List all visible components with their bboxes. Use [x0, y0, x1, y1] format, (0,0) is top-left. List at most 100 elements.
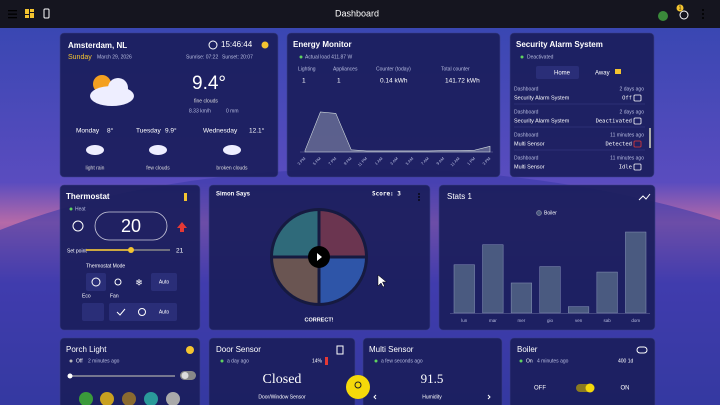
forecast-icon [223, 145, 241, 155]
city: Amsterdam, NL [68, 41, 127, 50]
event-time: 2 days ago [620, 109, 645, 115]
event-source: Dashboard [514, 155, 539, 161]
simon-board [270, 208, 368, 306]
pad-red[interactable] [319, 211, 365, 257]
energy-stats: Lighting 1 Appliances 1 Counter (today) 0.14 … [298, 66, 480, 84]
porch-card [59, 337, 201, 405]
pad-teal[interactable] [273, 211, 319, 257]
off-button[interactable] [86, 273, 106, 291]
check-icon [116, 308, 126, 316]
cycle-icon [138, 308, 146, 316]
wind: 8.33 km/h [189, 108, 211, 114]
more-icon[interactable] [702, 9, 704, 19]
sensor-type: Door/Window Sensor [258, 394, 306, 400]
stats-title: Stats 1 [447, 192, 472, 201]
device-icon[interactable] [43, 8, 50, 19]
sun-icon [261, 41, 269, 49]
pad-blue[interactable] [319, 257, 365, 303]
event-icon [633, 140, 642, 148]
bar [453, 264, 475, 314]
event-icon [633, 163, 642, 171]
notification-badge[interactable] [676, 4, 684, 12]
door-title: Door Sensor [216, 345, 261, 354]
nav-arrows[interactable] [373, 394, 491, 400]
color-swatches[interactable] [79, 392, 180, 405]
event-icon [633, 94, 642, 102]
event-list: Dashboard 2 days ago Security Alarm System… [514, 86, 645, 171]
bar [625, 231, 647, 314]
simon-status: CORRECT! [304, 317, 333, 323]
fan-group[interactable] [109, 303, 177, 321]
boiler-time: 4 minutes ago [537, 358, 569, 364]
bar [539, 266, 561, 314]
current-temp: 20 [121, 216, 141, 236]
x-tick-label: 5 AM [404, 156, 414, 166]
pad-brown[interactable] [273, 257, 319, 303]
status-dot [69, 359, 73, 363]
x-tick-label: gio [547, 318, 554, 323]
kebab[interactable] [418, 193, 420, 201]
bulb-fab[interactable] [346, 375, 370, 399]
boiler-card [509, 337, 656, 405]
door-state: Closed [263, 372, 302, 387]
bar [596, 271, 618, 314]
x-tick-label: 3 PM [296, 156, 306, 166]
legend-label: Boiler [544, 210, 557, 216]
forecast: Monday 8° light rain Tuesday 9.9° few clouds W… [76, 127, 265, 172]
rain: 0 mm [226, 108, 239, 114]
x-tick-label: lun [461, 318, 468, 323]
x-tick-label: 9 AM [435, 156, 445, 166]
simon-title: Simon Says [216, 192, 251, 198]
home-button[interactable] [536, 66, 579, 79]
thermostat-card [59, 184, 201, 331]
power-icon[interactable] [72, 220, 84, 232]
eco-button[interactable] [82, 303, 104, 321]
auto-button[interactable] [151, 273, 177, 291]
energy-title: Energy Monitor [293, 40, 352, 49]
slider-knob[interactable] [67, 373, 73, 379]
x-tick-label: ven [575, 318, 583, 323]
date: March 29, 2026 [97, 54, 132, 60]
fan-auto-label: Auto [159, 309, 170, 315]
energy-card [286, 32, 501, 178]
stat-label: Counter (today) [376, 66, 411, 72]
event-status: Detected [606, 142, 633, 148]
home-label: Home [554, 71, 571, 77]
bar [510, 282, 532, 314]
status-dot [220, 359, 224, 363]
clock-icon [208, 40, 218, 50]
bar [482, 244, 504, 314]
stat-label: Appliances [333, 66, 358, 72]
status-icon[interactable] [679, 10, 689, 20]
battery: 14% [312, 358, 323, 364]
porch-state: Off [76, 358, 83, 364]
x-tick-label: 7 AM [420, 156, 430, 166]
slider-knob[interactable] [128, 247, 134, 253]
sun-button[interactable] [114, 278, 122, 286]
menu-icon[interactable] [8, 10, 17, 19]
event-source: Dashboard [514, 109, 539, 115]
setpoint-label: Set point [67, 248, 87, 254]
stat-label: Lighting [298, 66, 316, 72]
dashboard-icon[interactable] [25, 9, 34, 18]
door-card [208, 337, 356, 405]
badge-count: 1 [679, 5, 682, 11]
user-icon[interactable] [658, 11, 668, 21]
thermo-icon [184, 193, 187, 201]
x-tick-label: dom [631, 318, 640, 323]
multi-time: a few seconds ago [381, 358, 423, 364]
x-tick-label: 1 AM [374, 156, 384, 166]
palette-icon [186, 346, 194, 354]
mode-label: Thermostat Mode [86, 263, 125, 269]
day: Sunday [68, 54, 92, 61]
snow-button[interactable]: ❄ [135, 277, 143, 287]
forecast-icon [149, 145, 167, 155]
forecast-temp: 9.9° [165, 127, 177, 135]
security-state: Deactivated [527, 54, 554, 60]
x-tick-label: sab [604, 318, 612, 323]
off-label: OFF [534, 386, 546, 392]
event-source: Dashboard [514, 86, 539, 92]
up-arrow[interactable] [177, 222, 187, 232]
event-status: Off [622, 96, 632, 102]
